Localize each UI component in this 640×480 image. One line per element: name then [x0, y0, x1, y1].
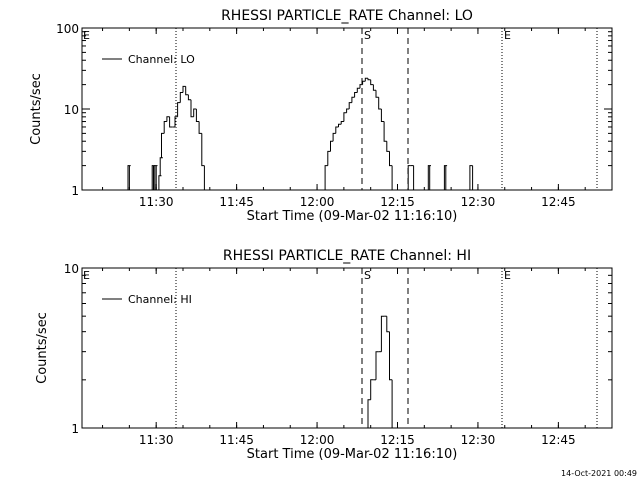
- legend-entry: Channel: HI: [128, 293, 192, 306]
- data-point: [338, 123, 342, 127]
- data-point: [187, 94, 191, 101]
- data-point: [174, 116, 178, 127]
- x-tick-label: 12:30: [461, 195, 496, 209]
- data-point: [367, 78, 371, 81]
- data-point: [370, 79, 374, 86]
- data-point: [469, 165, 473, 190]
- x-tick-label: 11:45: [219, 433, 254, 447]
- x-axis-label: Start Time (09-Mar-02 11:16:10): [247, 209, 458, 224]
- x-tick-label: 11:30: [139, 195, 174, 209]
- time-marker-label: E: [504, 29, 511, 42]
- data-point: [179, 92, 183, 103]
- data-point: [348, 102, 352, 109]
- x-tick-label: 12:15: [380, 195, 415, 209]
- data-point: [346, 108, 350, 113]
- x-tick-label: 11:30: [139, 433, 174, 447]
- y-axis-label: Counts/sec: [29, 73, 44, 145]
- data-point: [391, 165, 395, 191]
- data-point: [340, 121, 344, 125]
- series-1: [126, 77, 476, 191]
- data-point: [354, 92, 358, 98]
- data-point: [472, 165, 476, 191]
- chart-title: RHESSI PARTICLE_RATE Channel: LO: [221, 8, 473, 24]
- data-point: [386, 316, 390, 333]
- data-point: [193, 108, 197, 117]
- x-tick-label: 11:45: [219, 195, 254, 209]
- data-point: [370, 379, 374, 400]
- data-point: [330, 140, 334, 152]
- data-point: [364, 77, 368, 82]
- data-point: [383, 121, 387, 142]
- x-tick-label: 12:15: [380, 433, 415, 447]
- x-axis-label: Start Time (09-Mar-02 11:16:10): [247, 447, 458, 462]
- data-point: [177, 102, 181, 117]
- time-marker-label: S: [364, 269, 371, 282]
- x-tick-label: 12:00: [300, 195, 335, 209]
- series-1: [362, 315, 398, 429]
- data-point: [343, 112, 347, 122]
- time-marker-label: E: [504, 269, 511, 282]
- data-point: [158, 175, 162, 190]
- data-point: [327, 150, 331, 166]
- y-tick-label: 100: [56, 22, 79, 36]
- data-point: [182, 85, 186, 93]
- plot-frame: [81, 267, 613, 429]
- chart-panel-1: RHESSI PARTICLE_RATE Channel: LO S E E 11:30…: [29, 8, 613, 224]
- data-point: [190, 99, 194, 118]
- data-point: [166, 116, 170, 122]
- x-tick-label: 12:30: [461, 433, 496, 447]
- data-point: [367, 399, 371, 428]
- data-point: [389, 151, 393, 167]
- data-point: [332, 132, 336, 142]
- data-point: [378, 97, 382, 110]
- data-point: [386, 141, 390, 152]
- y-tick-label: 10: [64, 103, 79, 117]
- data-point: [380, 109, 385, 122]
- data-point: [445, 165, 449, 191]
- chart-title: RHESSI PARTICLE_RATE Channel: HI: [223, 248, 471, 264]
- data-point: [380, 315, 385, 352]
- data-point: [362, 80, 366, 85]
- data-point: [203, 165, 208, 191]
- data-point: [429, 165, 433, 191]
- time-marker-label: S: [364, 29, 371, 42]
- chart-panel-2: RHESSI PARTICLE_RATE Channel: HI S E E 11:30…: [35, 248, 613, 462]
- y-tick-label: 10: [64, 262, 79, 276]
- footer-timestamp: 14-Oct-2021 00:49: [561, 469, 637, 478]
- data-point: [359, 84, 363, 89]
- data-point: [351, 96, 355, 103]
- legend-entry: Channel: LO: [128, 53, 195, 66]
- data-point: [389, 331, 393, 381]
- data-point: [198, 121, 202, 134]
- data-point: [195, 109, 200, 122]
- data-point: [185, 86, 189, 96]
- time-marker-label: E: [83, 269, 90, 282]
- x-tick-label: 12:45: [541, 433, 576, 447]
- data-point: [169, 116, 173, 128]
- data-point: [161, 132, 165, 158]
- data-point: [159, 157, 163, 176]
- data-point: [413, 165, 417, 191]
- y-tick-label: 1: [71, 422, 79, 436]
- data-point: [163, 121, 167, 134]
- x-tick-label: 12:45: [541, 195, 576, 209]
- time-marker-label: E: [83, 29, 90, 42]
- data-point: [155, 165, 159, 191]
- data-point: [201, 133, 205, 167]
- y-axis-label: Counts/sec: [35, 312, 50, 384]
- data-point: [372, 84, 376, 91]
- data-point: [324, 165, 328, 190]
- data-point: [375, 90, 379, 98]
- y-tick-label: 1: [71, 184, 79, 198]
- data-point: [128, 165, 133, 191]
- data-point: [356, 87, 360, 93]
- data-point: [375, 351, 379, 380]
- data-point: [335, 126, 339, 134]
- x-tick-label: 12:00: [300, 433, 335, 447]
- data-point: [407, 165, 411, 190]
- data-point: [391, 379, 395, 429]
